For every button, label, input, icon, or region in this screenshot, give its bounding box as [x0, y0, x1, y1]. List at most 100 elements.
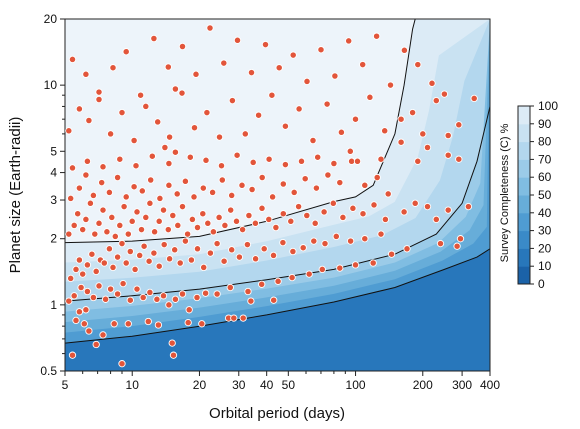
planet-point [106, 285, 115, 293]
planet-point [79, 225, 87, 234]
planet-point [173, 190, 181, 198]
colorbar-tick-label: 0 [538, 277, 545, 291]
planet-point [329, 199, 337, 207]
planet-point [95, 219, 103, 227]
planet-point [75, 308, 84, 316]
planet-point [105, 188, 114, 197]
colorbar-segment [518, 212, 530, 232]
planet-point [184, 318, 192, 327]
planet-point [387, 250, 396, 258]
planet-point [359, 60, 367, 69]
planet-point [110, 320, 118, 328]
planet-point [77, 283, 85, 292]
colorbar-segment [518, 177, 530, 196]
planet-point [68, 164, 77, 172]
planet-point [411, 199, 419, 207]
planet-point [265, 155, 273, 163]
planet-point [72, 265, 80, 274]
planet-point [181, 177, 190, 185]
planet-point [109, 263, 117, 272]
planet-point [103, 228, 111, 236]
planet-point [159, 292, 168, 300]
planet-point [156, 194, 164, 203]
planet-point [178, 290, 187, 298]
planet-point [86, 199, 95, 207]
planet-point [192, 70, 200, 78]
planet-point [268, 91, 276, 99]
planet-point [258, 173, 266, 182]
planet-point [317, 46, 325, 54]
y-tick-label: 5 [50, 144, 57, 158]
planet-point [99, 331, 107, 339]
x-tick-label: 300 [452, 378, 472, 392]
planet-point [400, 46, 409, 54]
planet-point [159, 206, 168, 214]
planet-point [75, 105, 84, 113]
planet-point [148, 152, 156, 160]
planet-point [67, 274, 75, 283]
planet-point [95, 95, 103, 104]
colorbar-tick-label: 100 [538, 99, 558, 113]
planet-point [303, 77, 311, 86]
planet-point [444, 131, 452, 140]
planet-point [89, 191, 98, 200]
planet-point [297, 157, 306, 165]
planet-point [248, 185, 256, 194]
planet-point [213, 290, 221, 298]
planet-point [249, 158, 257, 167]
plot-frame [64, 18, 491, 372]
planet-point [279, 210, 287, 218]
planet-point [95, 282, 103, 290]
planet-point [165, 255, 174, 263]
planet-point [346, 147, 354, 155]
planet-point [118, 360, 126, 368]
planet-point [247, 297, 255, 305]
planet-point [68, 55, 77, 64]
planet-point [455, 155, 463, 163]
planet-point [132, 162, 140, 170]
planet-point [281, 160, 290, 169]
planet-point [295, 105, 303, 113]
planet-point [303, 211, 311, 220]
planet-point [203, 108, 211, 117]
planet-point [178, 89, 186, 97]
planet-point [289, 247, 297, 256]
planet-point [245, 211, 253, 220]
planet-point [377, 155, 385, 163]
planet-point [146, 288, 154, 297]
planet-point [337, 128, 346, 136]
planet-point [272, 223, 280, 232]
planet-point [65, 297, 73, 305]
planet-point [67, 194, 75, 203]
planet-point [75, 184, 84, 192]
planet-point [178, 202, 187, 211]
x-tick-label: 5 [62, 378, 69, 392]
planet-point [353, 157, 362, 165]
planet-point [288, 273, 296, 282]
colorbar-segment [518, 123, 530, 143]
planet-point [193, 245, 202, 253]
planet-point [423, 143, 432, 152]
planet-point [133, 208, 141, 216]
planet-point [218, 176, 226, 184]
planet-point [190, 124, 199, 132]
planet-point [228, 96, 237, 105]
colorbar-segment [518, 159, 530, 178]
planet-point [318, 265, 326, 274]
colorbar-tick-label: 20 [538, 241, 552, 255]
planet-point [281, 122, 290, 130]
planet-point [261, 40, 270, 49]
planet-point [174, 221, 182, 230]
planet-point [332, 232, 340, 241]
completeness-band-6 [65, 19, 490, 371]
colorbar-tick-label: 70 [538, 152, 552, 166]
planet-point [453, 242, 461, 250]
planet-point [233, 36, 242, 44]
planet-point [119, 279, 127, 288]
planet-point [206, 24, 214, 32]
planet-point [126, 296, 134, 304]
planet-point [181, 237, 190, 245]
planet-point [287, 217, 295, 225]
planet-point [113, 290, 122, 298]
colorbar-segment [518, 266, 530, 285]
